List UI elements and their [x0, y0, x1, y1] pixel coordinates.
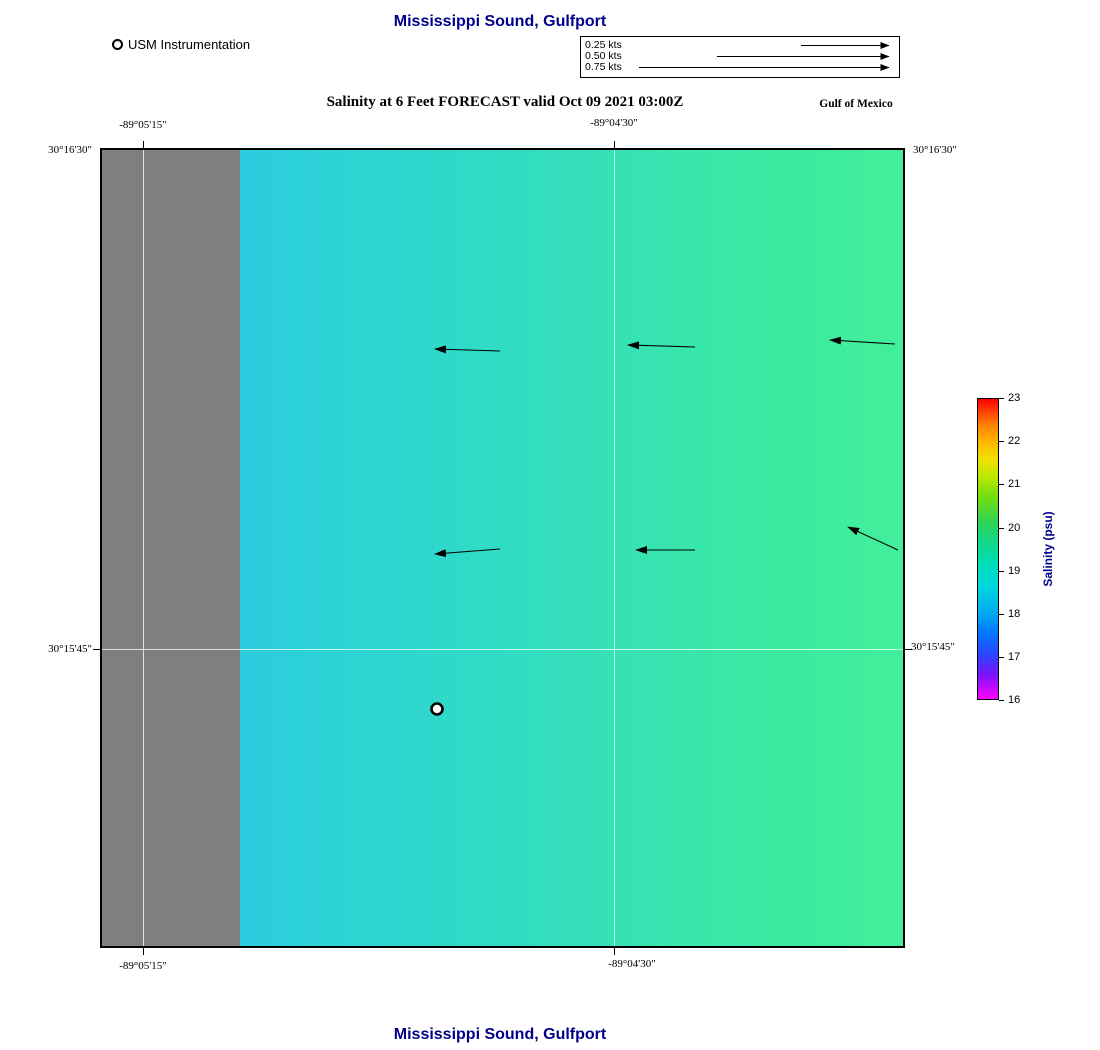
station-marker: [430, 702, 444, 716]
map-frame: [100, 148, 905, 948]
colorbar: [977, 398, 999, 700]
bottom-title: Mississippi Sound, Gulfport: [393, 1026, 607, 1043]
tick-mark: [93, 649, 100, 650]
colorbar-tick-label: 21: [1008, 478, 1021, 490]
axis-label-lat-top-left: 30°16'30": [48, 144, 92, 156]
axis-label-lat-mid-right: 30°15'45": [911, 641, 955, 653]
colorbar-title: Salinity (psu): [1041, 511, 1055, 587]
instrument-marker-icon: [112, 39, 123, 50]
gridline-horizontal: [102, 649, 903, 650]
colorbar-tick-mark: [999, 397, 1004, 399]
usm-legend-label: USM Instrumentation: [128, 37, 251, 52]
colorbar-tick-label: 17: [1008, 651, 1021, 663]
current-vector: [434, 345, 501, 354]
usm-legend: USM Instrumentation: [112, 37, 250, 52]
colorbar-tick: 17: [999, 651, 1020, 663]
colorbar-tick: 21: [999, 478, 1020, 490]
gridline-vertical-east: [614, 150, 615, 946]
velocity-scale-box: 0.25 kts 0.50 kts 0.75 kts: [580, 36, 900, 78]
axis-label-lon-top-right: -89°04'30": [590, 117, 638, 129]
current-vector: [627, 341, 696, 350]
current-vector: [829, 336, 896, 345]
colorbar-tick: 16: [999, 694, 1020, 706]
colorbar-tick-label: 23: [1008, 392, 1021, 404]
axis-label-lat-mid-left: 30°15'45": [48, 643, 92, 655]
scale-label-025: 0.25 kts: [585, 39, 622, 51]
colorbar-tick-label: 16: [1008, 694, 1021, 706]
top-title: Mississippi Sound, Gulfport: [393, 13, 607, 30]
gulf-of-mexico-label: Gulf of Mexico: [819, 98, 893, 110]
colorbar-tick-label: 18: [1008, 608, 1021, 620]
vector-overlay: [430, 336, 899, 716]
scale-label-050: 0.50 kts: [585, 50, 622, 62]
subtitle: Salinity at 6 Feet FORECAST valid Oct 09…: [326, 94, 684, 110]
colorbar-tick-mark: [999, 656, 1004, 658]
colorbar-tick-mark: [999, 440, 1004, 442]
colorbar-tick: 23: [999, 392, 1020, 404]
colorbar-tick: 22: [999, 435, 1020, 447]
axis-label-lon-top-left: -89°05'15": [119, 119, 167, 131]
tick-mark: [143, 141, 144, 148]
land-area: [102, 150, 240, 946]
gridline-vertical-west: [143, 150, 144, 946]
colorbar-tick: 20: [999, 522, 1020, 534]
axis-label-lat-top-right: 30°16'30": [913, 144, 957, 156]
axis-label-lon-bottom-left: -89°05'15": [119, 960, 167, 972]
current-vector: [434, 548, 501, 558]
colorbar-tick-mark: [999, 483, 1004, 485]
colorbar-tick-label: 22: [1008, 435, 1021, 447]
colorbar-tick-mark: [999, 570, 1004, 572]
tick-mark: [614, 948, 615, 955]
tick-mark: [143, 948, 144, 955]
colorbar-tick-mark: [999, 613, 1004, 615]
current-vector: [847, 526, 899, 551]
scale-arrows: [639, 42, 890, 71]
axis-label-lon-bottom-right: -89°04'30": [608, 958, 656, 970]
colorbar-tick-mark: [999, 527, 1004, 529]
tick-mark: [905, 649, 912, 650]
scale-label-075: 0.75 kts: [585, 61, 622, 73]
colorbar-tick: 19: [999, 565, 1020, 577]
colorbar-tick-mark: [999, 699, 1004, 701]
colorbar-tick: 18: [999, 608, 1020, 620]
colorbar-tick-label: 19: [1008, 565, 1021, 577]
tick-mark: [614, 141, 615, 148]
colorbar-tick-label: 20: [1008, 522, 1021, 534]
